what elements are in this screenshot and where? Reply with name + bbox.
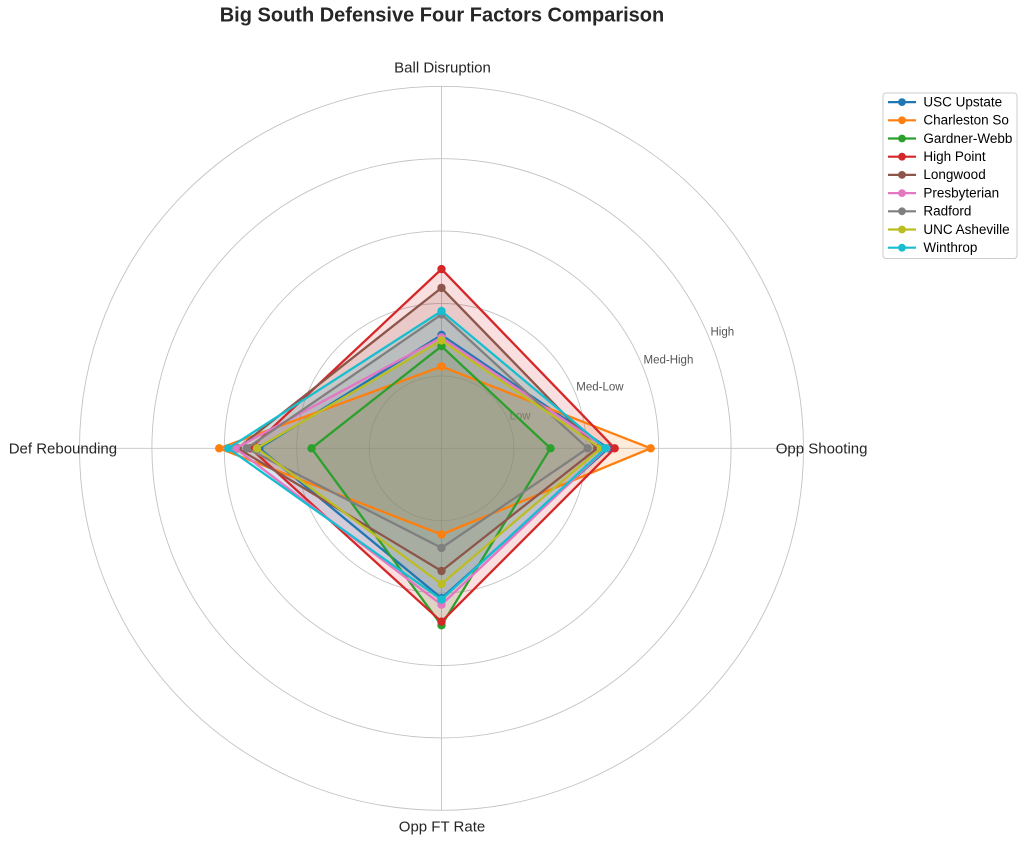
svg-text:Low: Low	[510, 410, 532, 422]
svg-text:Opp FT Rate: Opp FT Rate	[399, 819, 485, 836]
svg-text:Med-High: Med-High	[644, 355, 694, 367]
svg-text:Winthrop: Winthrop	[923, 240, 977, 255]
svg-text:Def Rebounding: Def Rebounding	[9, 440, 117, 457]
svg-text:Presbyterian: Presbyterian	[923, 185, 999, 200]
svg-text:Gardner-Webb: Gardner-Webb	[923, 131, 1012, 146]
svg-text:Longwood: Longwood	[923, 167, 985, 182]
svg-text:High: High	[711, 327, 735, 339]
svg-text:High Point: High Point	[923, 149, 986, 164]
svg-text:Med-Low: Med-Low	[576, 382, 624, 394]
svg-text:UNC Asheville: UNC Asheville	[923, 222, 1009, 237]
svg-text:Big South Defensive Four Facto: Big South Defensive Four Factors Compari…	[220, 5, 665, 27]
svg-text:Radford: Radford	[923, 204, 971, 219]
svg-text:USC Upstate: USC Upstate	[923, 94, 1002, 109]
svg-text:Charleston So: Charleston So	[923, 113, 1009, 128]
svg-text:Ball Disruption: Ball Disruption	[394, 60, 491, 77]
svg-text:Opp Shooting: Opp Shooting	[776, 440, 868, 457]
